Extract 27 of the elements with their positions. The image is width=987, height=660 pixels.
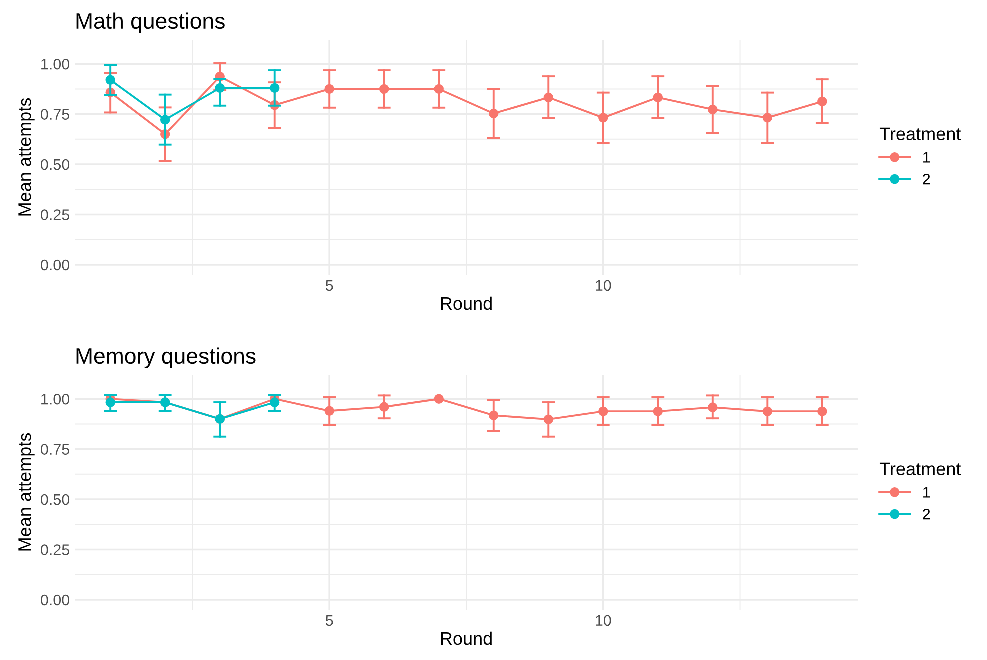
legend-title: Treatment — [880, 128, 962, 140]
legend-title: Treatment — [880, 462, 962, 476]
x-axis-title: Round — [441, 632, 492, 646]
point — [434, 394, 444, 404]
legend-label: 2 — [923, 508, 930, 520]
y-tick-label: 1.00 — [42, 58, 70, 70]
y-tick-label: 1.00 — [42, 394, 70, 405]
y-axis-title: Mean attempts — [18, 433, 35, 551]
y-axis-title: Mean attempts — [18, 98, 35, 216]
y-tick-label: 0.75 — [41, 444, 70, 455]
legend-label: 2 — [923, 174, 930, 185]
x-tick-label: 10 — [596, 280, 612, 292]
chart-title: Memory questions — [76, 348, 256, 368]
x-tick-label: 5 — [326, 280, 334, 292]
y-tick-label: 0.00 — [41, 594, 70, 606]
y-tick-label: 0.25 — [41, 544, 70, 556]
chart-title: Math questions — [76, 12, 225, 34]
legend-label: 1 — [924, 152, 930, 163]
y-tick-label: 0.50 — [41, 494, 70, 506]
y-tick-label: 0.75 — [41, 109, 70, 120]
y-tick-label: 0.25 — [41, 210, 70, 220]
y-tick-label: 0.00 — [41, 260, 70, 271]
legend-label: 1 — [924, 487, 930, 498]
x-tick-label: 10 — [596, 615, 612, 626]
x-axis-title: Round — [441, 296, 492, 310]
y-tick-label: 0.50 — [41, 159, 70, 170]
x-tick-label: 5 — [326, 615, 334, 626]
